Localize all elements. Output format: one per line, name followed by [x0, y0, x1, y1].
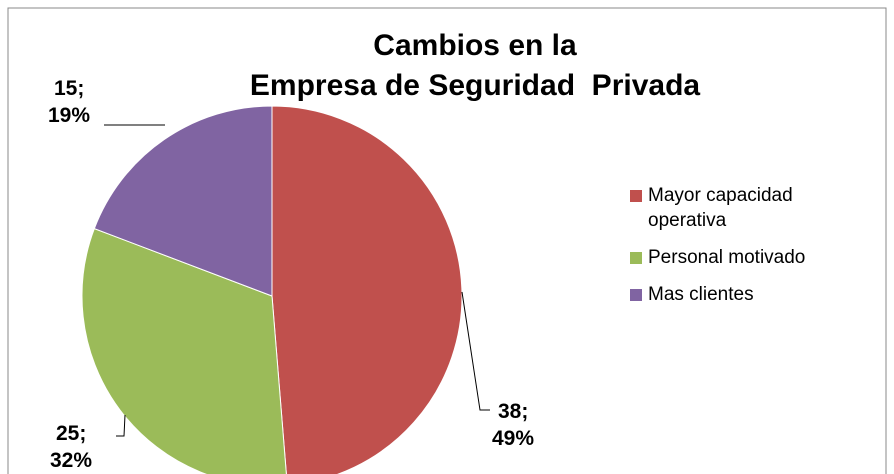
legend-item: Mas clientes	[630, 282, 860, 307]
pie-slice	[271, 105, 463, 474]
data-label-line: 38;	[498, 400, 528, 423]
data-label-line: 15;	[54, 77, 84, 100]
data-label: 15; 19%	[48, 77, 90, 127]
chart-title: Empresa de Seguridad Privada	[250, 69, 700, 102]
data-label-line: 25;	[56, 422, 86, 445]
data-label-line: 19%	[48, 104, 90, 127]
legend-swatch	[630, 190, 642, 202]
data-label: 25; 32%	[50, 422, 92, 472]
leader-line	[461, 291, 490, 411]
legend-label: Mas clientes	[648, 284, 754, 305]
data-label-line: 49%	[492, 427, 534, 450]
data-label: 38; 49%	[492, 400, 534, 450]
pie-slice	[93, 105, 273, 297]
legend-label: Personal motivado	[648, 247, 806, 268]
legend-item: Personal motivado	[630, 245, 860, 270]
data-label-line: 32%	[50, 449, 92, 472]
chart-title: Cambios en la	[373, 29, 577, 62]
legend-item: Mayor capacidad operativa	[630, 183, 860, 233]
legend-label: Mayor capacidad operativa	[648, 185, 793, 231]
legend-swatch	[630, 289, 642, 301]
pie-slice	[81, 227, 287, 474]
legend: Mayor capacidad operativa Personal motiva…	[630, 183, 860, 319]
leader-line	[116, 414, 126, 437]
legend-swatch	[630, 252, 642, 264]
